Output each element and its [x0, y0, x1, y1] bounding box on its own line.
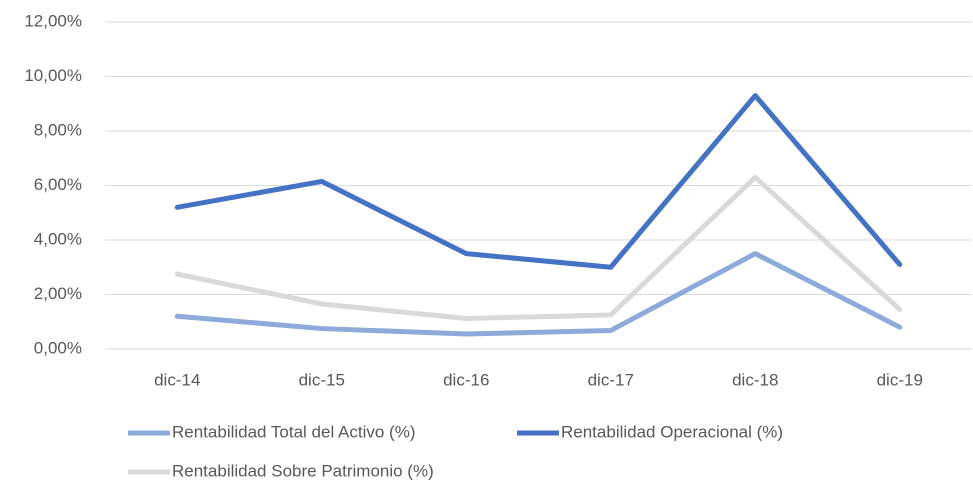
y-tick-label: 8,00% — [34, 120, 82, 139]
y-tick-label: 10,00% — [24, 66, 82, 85]
series-line — [174, 251, 903, 337]
y-tick-label: 2,00% — [34, 284, 82, 303]
x-tick-label: dic-18 — [732, 370, 778, 389]
y-tick-label: 4,00% — [34, 229, 82, 248]
legend-label: Rentabilidad Sobre Patrimonio (%) — [172, 461, 434, 480]
legend-label: Rentabilidad Operacional (%) — [561, 422, 783, 441]
x-tick-label: dic-16 — [443, 370, 489, 389]
x-tick-label: dic-15 — [299, 370, 345, 389]
y-tick-label: 12,00% — [24, 11, 82, 30]
x-tick-label: dic-17 — [588, 370, 634, 389]
legend-label: Rentabilidad Total del Activo (%) — [172, 422, 416, 441]
series-line — [174, 93, 903, 270]
series-line — [174, 174, 903, 321]
x-tick-label: dic-14 — [154, 370, 200, 389]
x-tick-label: dic-19 — [877, 370, 923, 389]
y-tick-label: 6,00% — [34, 175, 82, 194]
y-tick-label: 0,00% — [34, 338, 82, 357]
